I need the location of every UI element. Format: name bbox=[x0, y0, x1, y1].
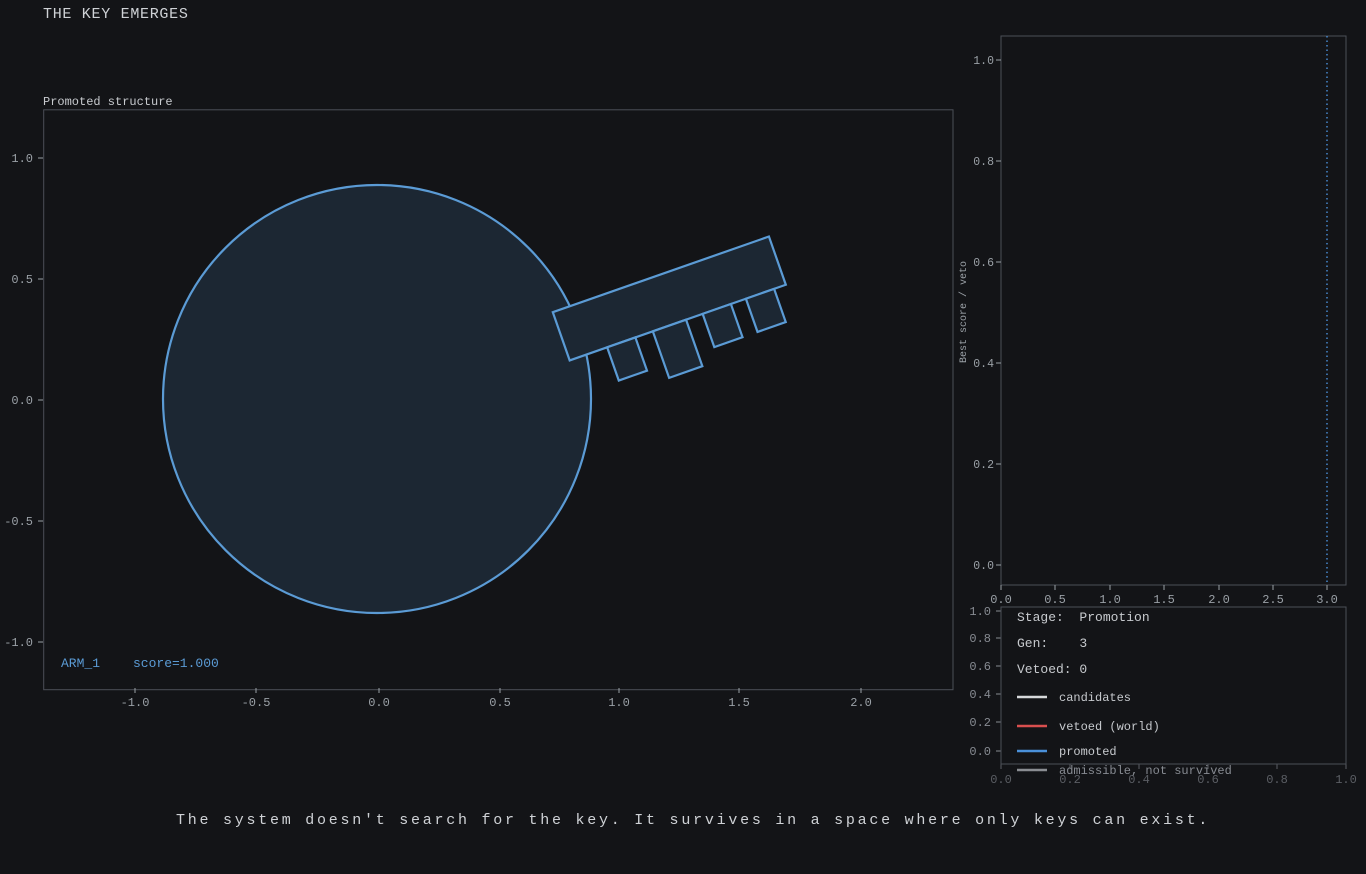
svg-text:0.6: 0.6 bbox=[969, 660, 991, 674]
svg-text:1.0: 1.0 bbox=[1335, 773, 1357, 787]
svg-text:Vetoed: 0: Vetoed: 0 bbox=[1017, 662, 1087, 677]
svg-text:0.0: 0.0 bbox=[969, 745, 991, 759]
svg-text:vetoed (world): vetoed (world) bbox=[1059, 720, 1160, 734]
svg-text:0.8: 0.8 bbox=[969, 632, 991, 646]
svg-text:0.0: 0.0 bbox=[990, 773, 1012, 787]
svg-text:0.4: 0.4 bbox=[969, 688, 991, 702]
svg-text:1.0: 1.0 bbox=[969, 605, 991, 619]
svg-text:admissible, not survived: admissible, not survived bbox=[1059, 764, 1232, 778]
svg-text:0.2: 0.2 bbox=[969, 716, 991, 730]
svg-text:candidates: candidates bbox=[1059, 691, 1131, 705]
svg-text:promoted: promoted bbox=[1059, 745, 1117, 759]
svg-text:Stage: Promotion: Stage: Promotion bbox=[1017, 610, 1150, 625]
svg-text:Gen: 3: Gen: 3 bbox=[1017, 636, 1087, 651]
svg-text:0.8: 0.8 bbox=[1266, 773, 1288, 787]
